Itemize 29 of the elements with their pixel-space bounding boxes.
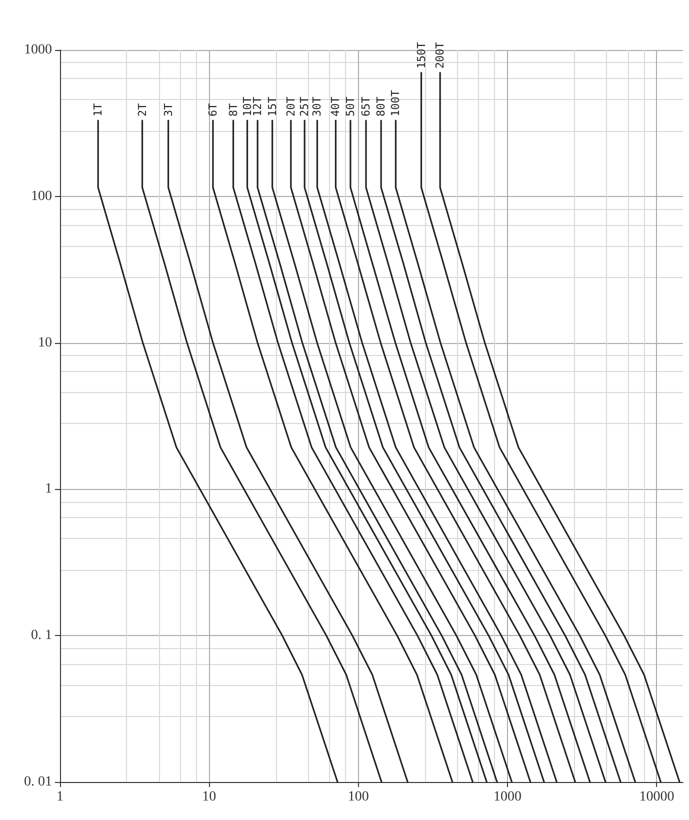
- text: 100T: [389, 90, 402, 116]
- text: 8T: [226, 102, 240, 116]
- y-tick-label: 1000: [24, 42, 52, 58]
- text: 1T: [92, 102, 105, 116]
- text: 12T: [251, 96, 264, 116]
- text: 3T: [162, 102, 175, 116]
- x-tick-label: 1: [56, 790, 64, 804]
- text: 20T: [284, 96, 298, 116]
- y-tick-label: 0. 01: [24, 774, 52, 790]
- x-tick-label: 10: [202, 790, 216, 804]
- text: 50T: [344, 96, 357, 116]
- text: 200T: [434, 42, 447, 69]
- text: 150T: [414, 42, 428, 69]
- text: 40T: [329, 96, 342, 116]
- text: 30T: [310, 96, 324, 116]
- text: 80T: [374, 96, 388, 116]
- text: 2T: [136, 102, 149, 116]
- y-tick-label: 0. 1: [31, 628, 52, 644]
- y-tick-label: 1: [45, 482, 52, 497]
- x-tick-label: 100: [348, 790, 369, 804]
- y-tick-label: 100: [31, 188, 52, 204]
- text: 25T: [298, 96, 312, 116]
- text: 10T: [240, 96, 254, 116]
- x-tick-label: 10000: [639, 790, 674, 804]
- text: 65T: [359, 96, 372, 116]
- x-tick-label: 1000: [494, 790, 522, 804]
- text: 6T: [206, 102, 220, 116]
- text: 15T: [266, 96, 279, 116]
- y-tick-label: 10: [38, 335, 52, 350]
